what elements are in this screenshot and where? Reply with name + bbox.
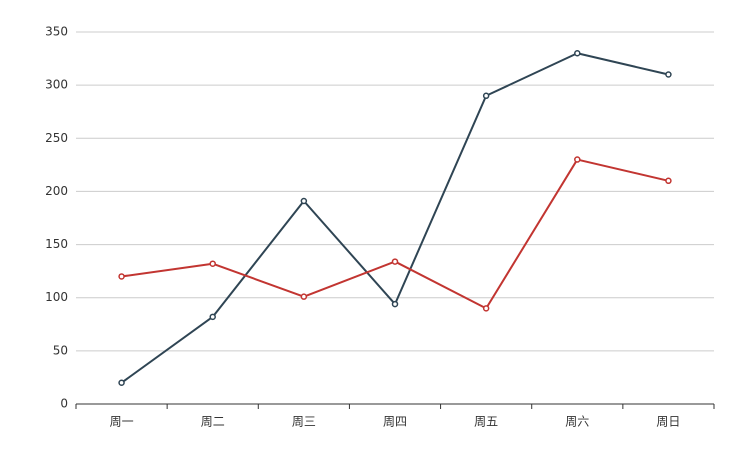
- point: [209, 313, 216, 321]
- point: [118, 273, 125, 280]
- y-tick-label: 0: [60, 397, 68, 411]
- y-tick-label: 300: [45, 78, 68, 92]
- point: [482, 92, 490, 100]
- point: [209, 260, 216, 267]
- x-tick-label: 周三: [292, 415, 316, 429]
- x-tick-label: 周一: [110, 415, 134, 429]
- y-tick-label: 350: [45, 25, 68, 39]
- point: [482, 305, 490, 312]
- point: [574, 50, 581, 57]
- point: [300, 293, 308, 300]
- y-tick-label: 100: [45, 290, 68, 304]
- point: [391, 300, 399, 308]
- x-tick-label: 周六: [565, 415, 589, 429]
- x-tick-label: 周四: [383, 415, 407, 429]
- y-tick-label: 200: [45, 184, 68, 198]
- y-tick-label: 250: [45, 131, 68, 145]
- x-tick-label: 周二: [201, 415, 225, 429]
- point: [118, 379, 125, 386]
- point: [665, 71, 672, 78]
- point: [300, 197, 308, 205]
- x-tick-label: 周五: [474, 415, 498, 429]
- point: [574, 156, 581, 163]
- y-tick-label: 50: [53, 343, 68, 357]
- series-line: [120, 52, 669, 384]
- series-line: [121, 158, 669, 310]
- y-tick-label: 150: [45, 237, 68, 251]
- point: [391, 258, 399, 265]
- point: [665, 177, 672, 185]
- x-tick-label: 周日: [656, 415, 680, 429]
